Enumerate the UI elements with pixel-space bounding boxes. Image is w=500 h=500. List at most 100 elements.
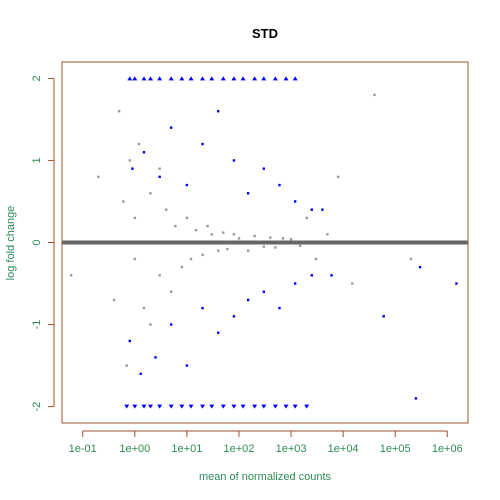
gene-point [299,244,302,247]
significant-point [382,315,385,318]
significant-point [201,306,204,310]
gene-point [336,175,340,179]
capped-point [209,404,215,409]
significant-point [310,208,313,211]
capped-point [283,76,289,81]
capped-point [141,404,147,409]
capped-point [168,76,174,81]
gene-point [326,233,329,236]
gene-point [149,192,152,195]
significant-point [232,159,236,162]
gene-point [373,93,376,97]
y-tick-label: -2 [31,402,43,412]
significant-point [139,372,142,375]
x-tick-label: 1e+06 [432,443,463,455]
capped-point [231,76,237,81]
capped-point [261,76,267,81]
gene-point [222,231,225,234]
capped-point [272,404,278,409]
significant-point [278,183,281,187]
gene-point [281,237,285,240]
y-tick-label: 0 [31,239,43,245]
capped-point [157,76,163,81]
capped-point [304,404,310,409]
gene-point [117,110,121,113]
gene-point [122,200,125,203]
significant-point [170,126,173,129]
significant-point [293,200,297,203]
gene-point [201,253,204,257]
x-tick-label: 1e+01 [171,443,202,455]
capped-point [252,404,258,409]
significant-point [201,142,204,146]
capped-point [179,404,185,409]
gene-point [125,364,128,367]
gene-point [314,257,318,261]
capped-point [220,76,226,81]
capped-point [292,404,298,409]
gene-point [142,306,146,310]
significant-point [185,183,189,187]
gene-point [158,274,161,277]
capped-point [240,404,246,409]
x-tick-label: 1e+03 [276,443,307,455]
gene-point [289,238,293,241]
capped-point [124,404,130,409]
gene-point [137,142,141,146]
chart-title: STD [252,26,278,41]
capped-point [200,404,206,409]
capped-point [157,404,163,409]
significant-point [330,274,333,277]
significant-point [293,282,297,285]
y-tick-label: -1 [31,320,43,330]
capped-point [200,76,206,81]
capped-point [147,404,153,409]
significant-point [246,298,250,302]
y-axis-label: log fold change [5,206,17,281]
significant-point [262,290,266,293]
capped-point [168,404,174,409]
y-axis: -2 -1 0 1 2 [31,75,55,412]
gene-point [253,234,256,238]
significant-point [217,331,220,334]
gene-point [149,323,152,326]
capped-point [252,76,258,81]
capped-point [132,404,138,409]
significant-point [131,167,134,170]
capped-point [132,76,138,81]
capped-point [220,404,226,409]
significant-point [321,208,324,211]
capped-point [272,76,278,81]
capped-point [261,404,267,409]
capped-point [147,76,153,81]
capped-point [292,76,298,81]
gene-point [206,224,209,228]
significant-point [455,282,458,285]
y-tick-label: 1 [31,157,43,163]
gene-point [69,274,73,277]
gene-point [128,159,131,162]
significant-point [246,192,250,195]
gene-point [170,290,173,293]
capped-point [231,404,237,409]
gene-point [194,228,198,232]
y-tick-label: 2 [31,75,43,81]
significant-point [142,151,146,154]
gene-point [185,216,189,220]
gene-point [189,257,193,261]
plot-box [61,61,469,424]
capped-point [188,76,194,81]
gene-point [112,298,116,302]
capped-points-layer [124,76,310,409]
gene-point [164,208,168,211]
gene-point [210,233,213,236]
significant-point [154,356,157,359]
gene-point [133,257,137,261]
gene-point [133,216,137,220]
gene-point [232,233,236,236]
gene-point [237,237,241,240]
gene-point [274,246,277,249]
x-axis: 1e-01 1e+00 1e+01 1e+02 1e+03 1e+04 1e+05 1e+06 [69,430,463,455]
capped-point [209,76,215,81]
significant-point [185,364,189,367]
